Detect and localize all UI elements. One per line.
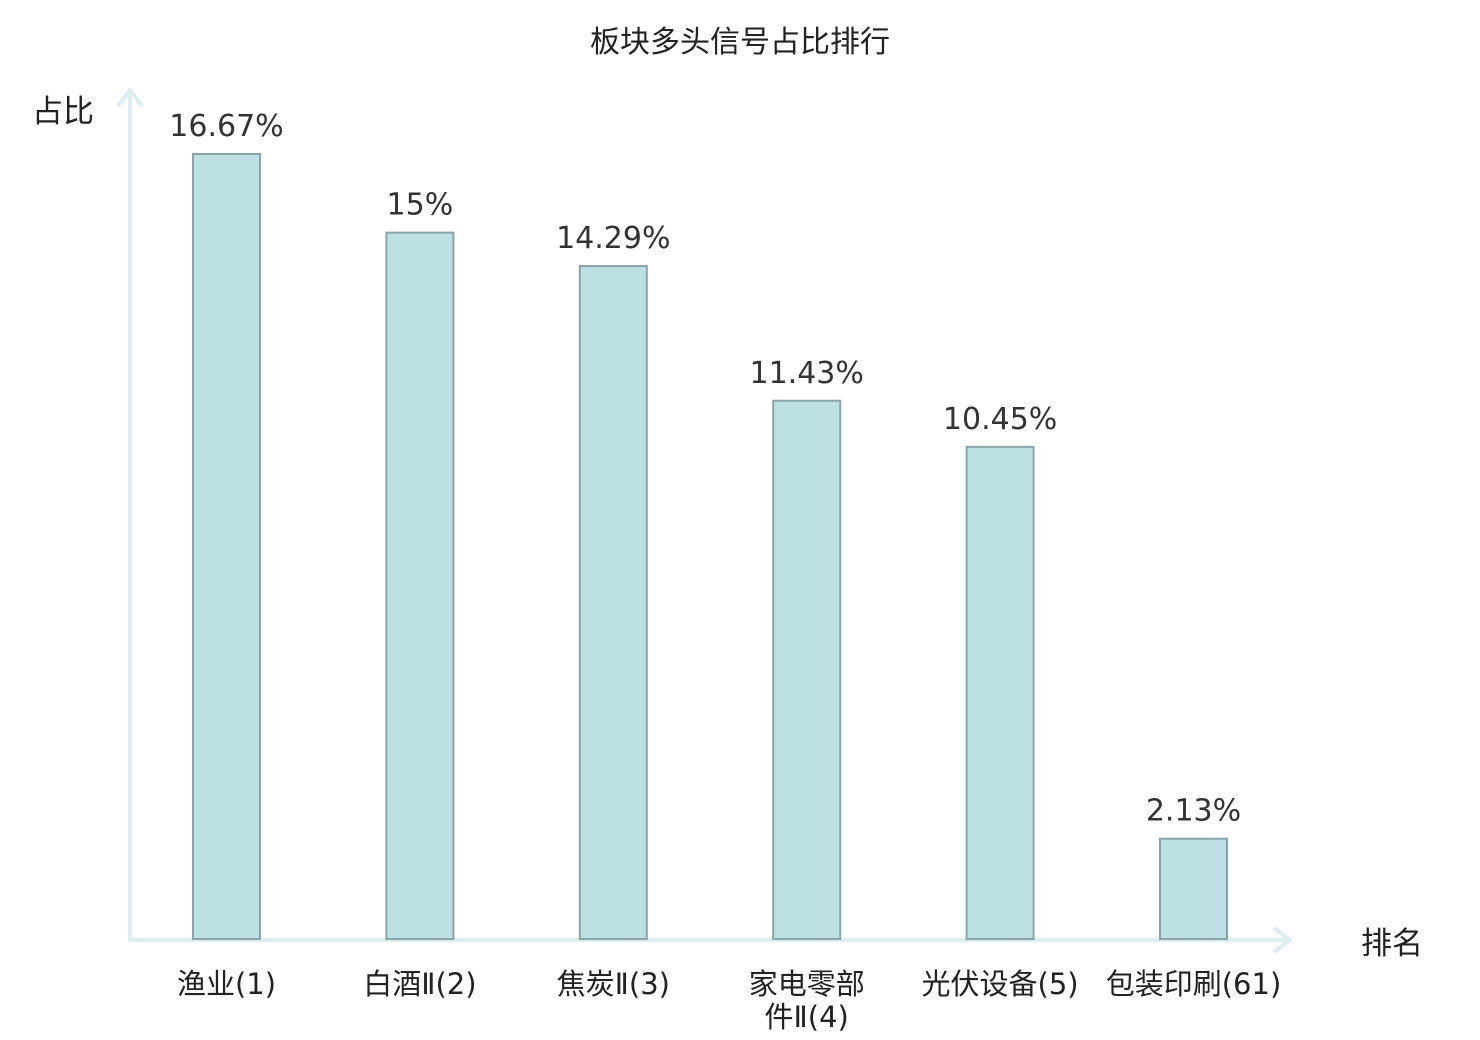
value-labels-group: 16.67% 15% 14.29% 11.43% 10.45% 2.13%	[169, 109, 1241, 829]
bar	[578, 265, 648, 941]
data-label: 10.45%	[943, 402, 1057, 437]
x-tick-label: 光伏设备(5)	[922, 967, 1079, 1001]
data-label: 11.43%	[750, 356, 864, 391]
y-axis-arrow	[116, 88, 144, 108]
data-label: 15%	[387, 188, 454, 223]
x-tick-label: 家电零部	[749, 967, 865, 1001]
x-axis-title: 排名	[1361, 926, 1423, 962]
bar	[385, 231, 455, 940]
x-axis-arrow	[1272, 926, 1292, 954]
y-axis-title: 占比	[32, 94, 94, 130]
bar	[965, 445, 1035, 940]
bar	[772, 399, 842, 940]
x-tick-label: 件Ⅱ(4)	[765, 1000, 849, 1034]
x-tick-label: 渔业(1)	[177, 967, 276, 1001]
data-label: 16.67%	[169, 109, 283, 144]
chart-title: 板块多头信号占比排行	[590, 25, 890, 60]
data-label: 14.29%	[556, 221, 670, 256]
x-tick-label: 焦炭Ⅱ(3)	[557, 967, 670, 1001]
bars-group	[192, 153, 1228, 941]
x-tick-label: 白酒Ⅱ(2)	[363, 967, 476, 1001]
bar	[192, 153, 261, 940]
x-tick-label: 包装印刷(61)	[1106, 967, 1282, 1001]
bar	[1159, 837, 1228, 941]
data-label: 2.13%	[1146, 794, 1241, 829]
